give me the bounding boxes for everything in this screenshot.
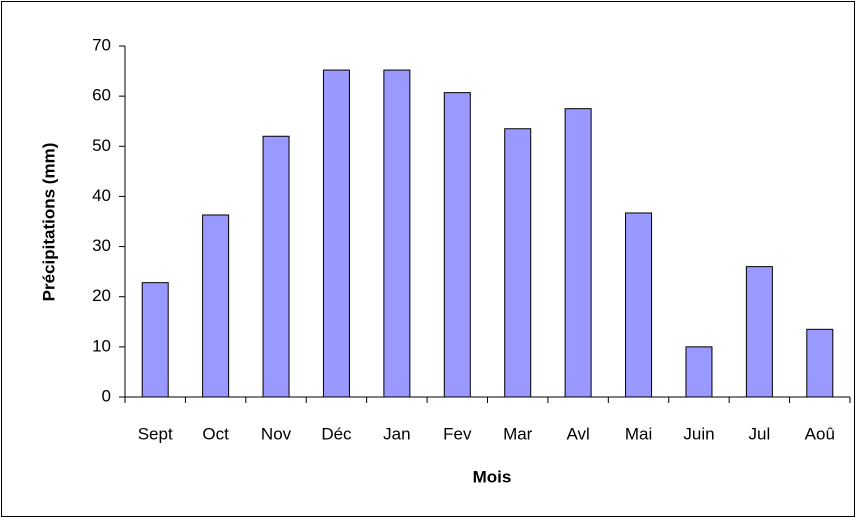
bar (504, 128, 532, 398)
bar (443, 92, 471, 398)
bar (322, 69, 350, 398)
bar (685, 346, 713, 398)
bar (806, 328, 834, 398)
y-tick-label: 30 (92, 236, 111, 255)
y-tick-label: 50 (92, 136, 111, 155)
x-tick-label: Avl (566, 424, 589, 443)
x-tick-label: Nov (261, 424, 292, 443)
x-tick-label: Sept (138, 424, 173, 443)
x-axis-label: Mois (473, 467, 512, 486)
bar (625, 212, 653, 398)
bar (202, 214, 230, 398)
y-tick-label: 0 (102, 386, 111, 405)
x-tick-label: Juin (683, 424, 714, 443)
x-tick-label: Jul (749, 424, 771, 443)
bar (262, 135, 290, 398)
y-tick-label: 70 (92, 35, 111, 54)
bar (141, 282, 169, 398)
y-axis-label: Précipitations (mm) (39, 143, 58, 302)
y-tick-label: 10 (92, 336, 111, 355)
bar (564, 108, 592, 398)
bar (745, 266, 773, 398)
x-tick-label: Mai (625, 424, 652, 443)
x-tick-label: Déc (321, 424, 352, 443)
x-tick-label: Oct (202, 424, 229, 443)
x-tick-label: Fev (443, 424, 472, 443)
x-tick-label: Jan (383, 424, 410, 443)
bar (383, 69, 411, 398)
x-tick-label: Mar (503, 424, 533, 443)
y-tick-label: 60 (92, 86, 111, 105)
x-tick-label: Aoû (805, 424, 835, 443)
y-tick-label: 20 (92, 286, 111, 305)
y-tick-label: 40 (92, 186, 111, 205)
